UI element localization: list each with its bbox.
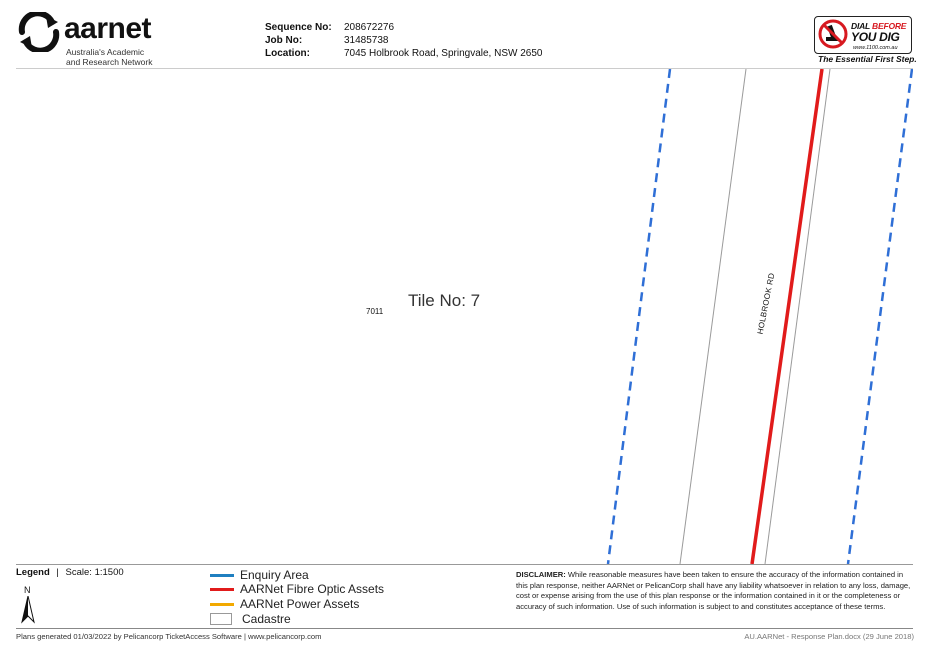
dbyd-slogan: The Essential First Step. [818,54,917,64]
north-arrow: N [20,585,36,625]
aarnet-swirl-icon [18,12,60,52]
legend-label-power: AARNet Power Assets [240,597,360,611]
map-canvas [606,69,913,564]
legend-item-enquiry: Enquiry Area [210,568,309,582]
legend-item-fibre: AARNet Fibre Optic Assets [210,582,384,596]
fibre-optic-asset [750,69,824,564]
sequence-label: Sequence No: [265,22,332,33]
dbyd-you-dig: YOU DIG [851,30,900,44]
cadastre-swatch [210,613,232,625]
tile-number: Tile No: 7 [408,291,481,310]
parcel-label: 7011 [366,307,384,316]
enquiry-swatch [210,573,234,577]
footer-generated: Plans generated 01/03/2022 by Pelicancor… [16,632,322,641]
legend-item-cadastre: Cadastre [210,612,291,626]
legend-separator: | [56,567,59,578]
dbyd-badge: DIAL BEFORE YOU DIG www.1100.com.au [814,16,912,54]
disclaimer-text: While reasonable measures have been take… [516,570,911,611]
north-label: N [24,585,31,595]
fibre-swatch [210,587,234,591]
legend-label-enquiry: Enquiry Area [240,568,309,582]
legend-item-power: AARNet Power Assets [210,597,359,611]
legend-title: Legend [16,567,50,578]
power-swatch [210,602,234,606]
cadastre-boundary-left [679,69,747,564]
legend-header: Legend | Scale: 1:1500 [16,567,124,578]
brand-tagline-1: Australia's Academic [66,47,145,57]
legend-label-cadastre: Cadastre [242,612,291,626]
enquiry-boundary-left [606,69,672,564]
disclaimer: DISCLAIMER: While reasonable measures ha… [516,570,912,612]
job-label: Job No: [265,35,303,46]
dbyd-url: www.1100.com.au [853,45,898,51]
dbyd-dial: DIAL [851,21,873,31]
disclaimer-heading: DISCLAIMER: [516,570,566,579]
location-value: 7045 Holbrook Road, Springvale, NSW 2650 [344,48,543,59]
north-arrow-icon [21,596,35,624]
cadastre-boundary-right [764,69,831,564]
footer-divider [16,628,913,629]
legend-label-fibre: AARNet Fibre Optic Assets [240,582,385,596]
map-tile[interactable]: Tile No: 7 7011 HOLBROOK RD [16,68,913,565]
footer-document-ref: AU.AARNet - Response Plan.docx (29 June … [744,632,914,641]
dbyd-before: BEFORE [872,21,907,31]
enquiry-boundary-right [846,69,913,564]
dial-before-you-dig-logo: DIAL BEFORE YOU DIG www.1100.com.au The … [812,14,917,66]
no-dig-icon [818,19,848,49]
brand-tagline-2: and Research Network [66,57,153,67]
sequence-value: 208672276 [344,22,395,33]
location-label: Location: [265,48,310,59]
legend-scale: Scale: 1:1500 [65,567,124,578]
aarnet-logo: aarnet Australia's Academic and Research… [16,12,166,68]
job-value: 31485738 [344,35,389,46]
brand-name: aarnet [64,12,152,45]
